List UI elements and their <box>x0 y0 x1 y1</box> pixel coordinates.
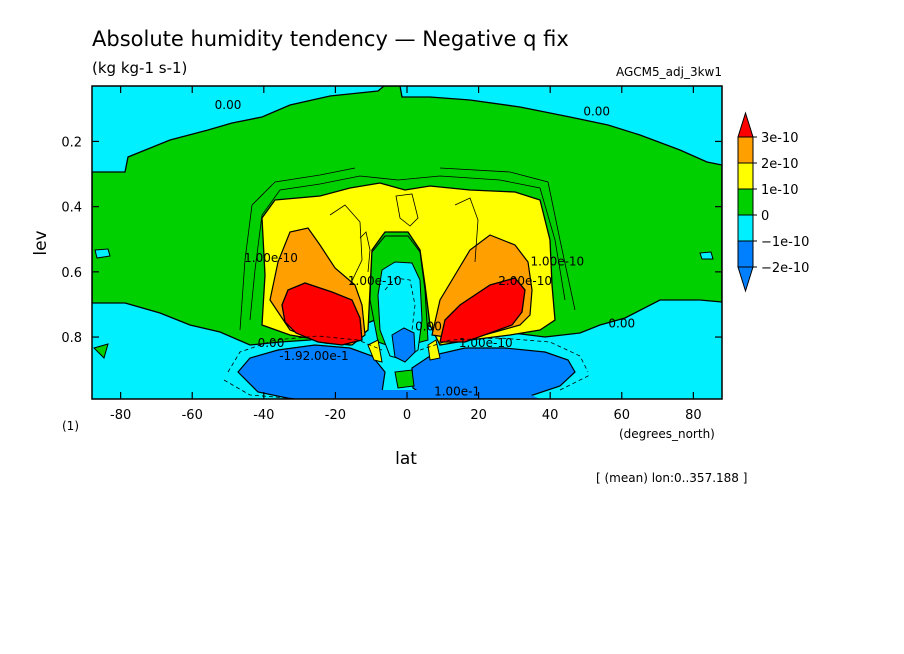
x-tick-label: -20 <box>325 408 346 423</box>
colorbar-top-triangle <box>737 111 754 138</box>
colorbar-label: 0 <box>761 209 769 224</box>
run-name-label: AGCM5_adj_3kw1 <box>616 65 722 79</box>
colorbar-label: −1e-10 <box>761 235 809 250</box>
field-blue-center <box>391 327 416 363</box>
field-green-blob-south <box>394 369 415 389</box>
field-cyan-blob-right <box>699 251 714 260</box>
y-tick-label: 0.8 <box>61 331 82 346</box>
contour-label: 0.00 <box>583 104 610 118</box>
y-tick-label: 0.2 <box>61 135 82 150</box>
contour-label: 0.00 <box>415 320 442 334</box>
x-tick-label: 60 <box>613 408 630 423</box>
x-tick-label: -60 <box>182 408 203 423</box>
field-green-blob-sw <box>93 343 109 359</box>
contour-label: 1.00e-1 <box>434 385 480 399</box>
x-tick-label: 20 <box>470 408 487 423</box>
x-units-label: (degrees_north) <box>619 427 715 441</box>
contour-label: 1.00e-10 <box>459 336 513 350</box>
contour-label: -1.92.00e-1 <box>279 349 348 363</box>
colorbar-swatch <box>737 188 754 216</box>
negative-contour-lines <box>223 277 591 399</box>
field-blue-bottom <box>290 390 540 399</box>
field-red-left <box>281 282 363 346</box>
x-tick-label: -80 <box>110 408 131 423</box>
contour-label: 0.00 <box>608 316 635 330</box>
colorbar-label: 1e-10 <box>761 183 799 198</box>
color-bar: 3e-10 2e-10 1e-10 0 −1e-10 −2e-10 <box>737 111 809 293</box>
inner-contour-lines <box>239 167 576 331</box>
x-tick-label: -40 <box>253 408 274 423</box>
field-red-right <box>439 277 526 343</box>
colorbar-label: −2e-10 <box>761 261 809 276</box>
contour-label: 1.00e-10 <box>530 254 584 268</box>
colorbar-bottom-triangle <box>737 266 754 293</box>
contour-label: 1.00e-10 <box>348 274 402 288</box>
colorbar-swatch <box>737 214 754 242</box>
contour-label: 0.00 <box>258 336 285 350</box>
contour-label: 1.00e-10 <box>244 251 298 265</box>
y-tick-label: 0.4 <box>61 201 82 216</box>
colorbar-swatch <box>737 240 754 268</box>
field-cyan-blob-left <box>94 248 111 259</box>
y-tick-label: 0.6 <box>61 266 82 281</box>
y-axis-title: lev <box>31 230 51 255</box>
x-tick-label: 80 <box>685 408 702 423</box>
field-yellow-wedge-right <box>427 339 441 361</box>
colorbar-label: 2e-10 <box>761 157 799 172</box>
field-yellow-wedge-left <box>367 339 383 363</box>
field-blue-right <box>411 347 576 399</box>
contour-label: 0.00 <box>215 98 242 112</box>
mean-note: [ (mean) lon:0..357.188 ] <box>596 471 747 485</box>
colorbar-swatch <box>737 162 754 190</box>
contour-field: 0.00 0.00 0.00 0.00 0.00 1.00e-10 1.00e-10 2.00… <box>92 86 722 399</box>
x-tick-label: 0 <box>403 408 411 423</box>
contour-label-group: 0.00 0.00 0.00 0.00 0.00 1.00e-10 1.00e-10 2.00… <box>215 98 635 399</box>
panel-index-label: (1) <box>62 419 79 433</box>
x-axis-title: lat <box>395 449 417 469</box>
chart-units: (kg kg-1 s-1) <box>92 59 187 77</box>
colorbar-swatch <box>737 136 754 164</box>
colorbar-label: 3e-10 <box>761 131 799 146</box>
y-axis: 0.2 0.4 0.6 0.8 <box>61 135 722 346</box>
contour-label: 2.00e-10 <box>498 274 552 288</box>
chart-title: Absolute humidity tendency — Negative q … <box>92 27 569 51</box>
x-tick-label: 40 <box>542 408 559 423</box>
x-axis: -80 -60 -40 -20 0 20 40 60 80 <box>110 86 702 423</box>
